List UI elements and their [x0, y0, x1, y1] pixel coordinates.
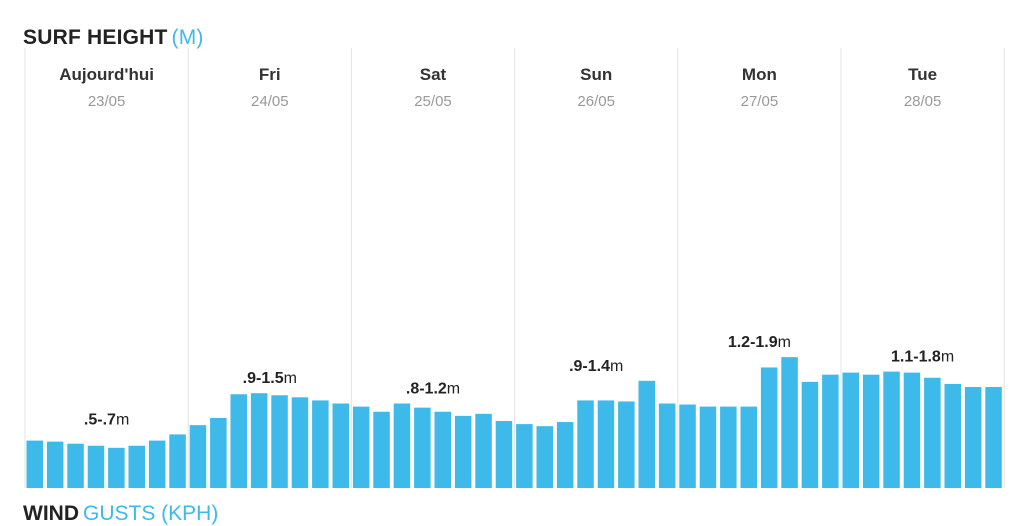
surf-bar	[332, 403, 349, 488]
surf-bar	[414, 407, 431, 488]
title-unit: (M)	[171, 26, 204, 49]
surf-bar	[679, 404, 696, 488]
day-date: 28/05	[904, 93, 942, 110]
range-value: .9-1.5	[243, 370, 284, 387]
surf-bar	[271, 395, 288, 488]
surf-bar	[597, 400, 615, 488]
surf-bar	[638, 380, 655, 488]
surf-bar	[26, 440, 43, 488]
surf-height-chart: Aujourd'hui23/05.5-.7mFri24/05.9-1.5mSat…	[24, 48, 1005, 488]
surf-bar	[230, 394, 247, 488]
surf-bar	[189, 425, 207, 488]
day-date: 24/05	[251, 93, 289, 110]
surf-bar	[842, 372, 859, 488]
surf-bar	[454, 415, 472, 488]
surf-bar	[536, 426, 553, 488]
range-unit: m	[778, 334, 791, 351]
day-name: Fri	[259, 65, 281, 84]
surf-bar	[801, 381, 819, 488]
surf-bar	[822, 374, 839, 488]
range-unit: m	[284, 370, 297, 387]
surf-bar	[740, 406, 757, 488]
range-value: .9-1.4	[569, 358, 610, 375]
surf-bar	[862, 374, 880, 488]
surf-bar	[352, 406, 370, 488]
day-range-label: .9-1.4m	[569, 358, 623, 375]
surf-bar	[720, 406, 737, 488]
surf-bar	[373, 411, 390, 488]
surf-bar	[67, 443, 84, 488]
range-unit: m	[116, 411, 129, 428]
day-range-label: 1.2-1.9m	[728, 334, 791, 351]
wind-section-title: WIND GUSTS (KPH)	[23, 502, 218, 526]
day-date: 27/05	[741, 93, 779, 110]
day-name: Sun	[580, 65, 612, 84]
range-unit: m	[610, 358, 623, 375]
surf-bar	[883, 371, 900, 488]
day-name: Mon	[742, 65, 777, 84]
surf-bar	[699, 406, 717, 488]
day-name: Tue	[908, 65, 937, 84]
day-name: Sat	[420, 65, 447, 84]
surf-bar	[291, 397, 309, 488]
surf-bar	[475, 413, 492, 488]
day-date: 23/05	[88, 93, 126, 110]
surf-bar	[148, 440, 166, 488]
range-value: 1.1-1.8	[891, 349, 941, 366]
day-date: 25/05	[414, 93, 452, 110]
surf-bar	[760, 367, 778, 488]
surf-bar	[434, 411, 451, 488]
surf-bar	[944, 383, 961, 488]
day-range-label: 1.1-1.8m	[891, 349, 954, 366]
surf-bar	[658, 403, 676, 488]
surf-bar	[312, 400, 329, 488]
day-range-label: .5-.7m	[84, 411, 129, 428]
wind-title-unit: GUSTS (KPH)	[83, 502, 219, 525]
surf-bar	[577, 400, 594, 488]
range-value: .5-.7	[84, 411, 116, 428]
surf-bar	[903, 372, 921, 488]
day-date: 26/05	[577, 93, 615, 110]
surf-bar	[250, 393, 268, 488]
surf-bar	[393, 403, 411, 488]
wind-title-text: WIND	[23, 502, 79, 525]
surf-bar	[516, 424, 533, 488]
range-unit: m	[941, 349, 954, 366]
day-range-label: .9-1.5m	[243, 370, 297, 387]
surf-bar	[210, 417, 227, 488]
surf-bar	[964, 387, 982, 488]
surf-bar	[924, 377, 941, 488]
surf-bar	[781, 357, 798, 488]
surf-bar	[556, 422, 574, 488]
surf-bar	[985, 387, 1002, 488]
day-range-label: .8-1.2m	[406, 381, 460, 398]
surf-bar	[128, 445, 145, 488]
surf-bar	[87, 445, 105, 488]
surf-bar	[618, 401, 635, 488]
title-text: SURF HEIGHT	[23, 26, 168, 49]
surf-bar	[495, 421, 513, 488]
surf-bar	[108, 447, 125, 488]
surf-bar	[169, 434, 186, 488]
range-value: .8-1.2	[406, 381, 447, 398]
chart-title: SURF HEIGHT (M)	[23, 26, 204, 50]
range-value: 1.2-1.9	[728, 334, 778, 351]
surf-bar	[46, 441, 64, 488]
range-unit: m	[447, 381, 460, 398]
day-name: Aujourd'hui	[59, 65, 154, 84]
